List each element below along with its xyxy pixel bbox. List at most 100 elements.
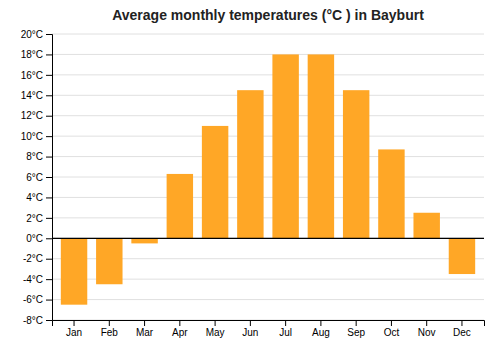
tick-label: Mar	[136, 327, 154, 338]
tick-label: 16°C	[21, 70, 43, 81]
tick-mark	[46, 197, 52, 198]
bar	[272, 54, 298, 238]
bar	[308, 54, 334, 238]
bar	[202, 126, 228, 238]
grid-line	[52, 156, 484, 157]
bar	[131, 238, 157, 243]
tick-mark	[179, 320, 180, 326]
tick: Mar	[136, 320, 154, 338]
axis-line	[53, 321, 485, 327]
tick-mark	[46, 177, 52, 178]
tick-label: May	[206, 327, 225, 338]
tick-mark	[215, 320, 216, 326]
zero-line	[52, 238, 484, 239]
tick: 14°C	[21, 90, 52, 101]
tick-label: 4°C	[26, 192, 43, 203]
tick-mark	[46, 300, 52, 301]
tick-label: Jun	[242, 327, 258, 338]
tick-label: 2°C	[26, 213, 43, 224]
tick-mark	[46, 320, 52, 321]
grid-line	[52, 115, 484, 116]
tick-mark	[391, 320, 392, 326]
tick-label: 10°C	[21, 131, 43, 142]
tick-mark	[46, 238, 52, 239]
tick-mark	[46, 95, 52, 96]
tick: 0°C	[26, 233, 52, 244]
tick-mark	[46, 279, 52, 280]
x-axis: Jan Feb Mar Apr May Jun Jul Aug Sep Oct Nov Dec	[53, 320, 485, 338]
tick-mark	[320, 320, 321, 326]
tick-label: 6°C	[26, 172, 43, 183]
bar	[413, 213, 439, 239]
tick-mark	[46, 116, 52, 117]
tick: Aug	[312, 320, 330, 338]
grid-line	[52, 238, 484, 239]
tick-mark	[144, 320, 145, 326]
tick-label: 18°C	[21, 49, 43, 60]
tick-mark	[250, 320, 251, 326]
tick-mark	[46, 34, 52, 35]
bar	[449, 238, 475, 274]
grid-line	[52, 54, 484, 55]
tick: Sep	[347, 320, 365, 338]
tick: -8°C	[23, 315, 52, 326]
tick: 6°C	[26, 172, 52, 183]
grid-line	[52, 299, 484, 300]
title: Average monthly temperatures (°C ) in Ba…	[112, 7, 424, 23]
grid-line	[52, 95, 484, 96]
tick: Dec	[453, 320, 471, 338]
tick-mark	[109, 320, 110, 326]
tick: -2°C	[23, 253, 52, 264]
grid-line	[52, 34, 484, 35]
tick-label: Jan	[66, 327, 82, 338]
tick: 12°C	[21, 110, 52, 121]
tick-label: -6°C	[23, 294, 43, 305]
tick-label: Aug	[312, 327, 330, 338]
grid-line	[52, 74, 484, 75]
bar	[378, 149, 404, 238]
marks	[61, 54, 475, 304]
tick-label: 20°C	[21, 29, 43, 40]
tick: Feb	[101, 320, 119, 338]
tick: 16°C	[21, 70, 52, 81]
tick-mark	[46, 136, 52, 137]
tick-label: Sep	[347, 327, 365, 338]
grid	[52, 34, 484, 320]
tick: 2°C	[26, 213, 52, 224]
tick-label: Feb	[101, 327, 119, 338]
tick: 18°C	[21, 49, 52, 60]
tick-mark	[426, 320, 427, 326]
tick-label: Oct	[384, 327, 400, 338]
bar	[167, 174, 193, 238]
tick-label: Apr	[172, 327, 188, 338]
tick-mark	[46, 54, 52, 55]
tick-mark	[46, 157, 52, 158]
tick-label: 8°C	[26, 151, 43, 162]
tick-label: -2°C	[23, 253, 43, 264]
tick-mark	[461, 320, 462, 326]
grid-line	[52, 136, 484, 137]
tick-label: -4°C	[23, 274, 43, 285]
tick-mark	[356, 320, 357, 326]
tick: -4°C	[23, 274, 52, 285]
tick: Apr	[172, 320, 188, 338]
tick: 10°C	[21, 131, 52, 142]
bar	[61, 238, 87, 304]
plot-area: -8°C -6°C -4°C -2°C 0°C 2°C 4°C 6°C 8°C 10°C 12°C 1…	[21, 29, 485, 338]
grid-line	[52, 197, 484, 198]
tick: Jun	[242, 320, 258, 338]
tick: May	[206, 320, 225, 338]
tick-mark	[74, 320, 75, 326]
tick: Oct	[384, 320, 400, 338]
tick: Jul	[279, 320, 292, 338]
tick-label: Dec	[453, 327, 471, 338]
tick-mark	[46, 75, 52, 76]
tick-label: -8°C	[23, 315, 43, 326]
tick: Nov	[418, 320, 436, 338]
bar	[343, 90, 369, 238]
tick: 20°C	[21, 29, 52, 40]
tick: 8°C	[26, 151, 52, 162]
tick-label: 14°C	[21, 90, 43, 101]
chart: -8°C -6°C -4°C -2°C 0°C 2°C 4°C 6°C 8°C 10°C 12°C 1…	[0, 0, 500, 350]
tick: Jan	[66, 320, 82, 338]
